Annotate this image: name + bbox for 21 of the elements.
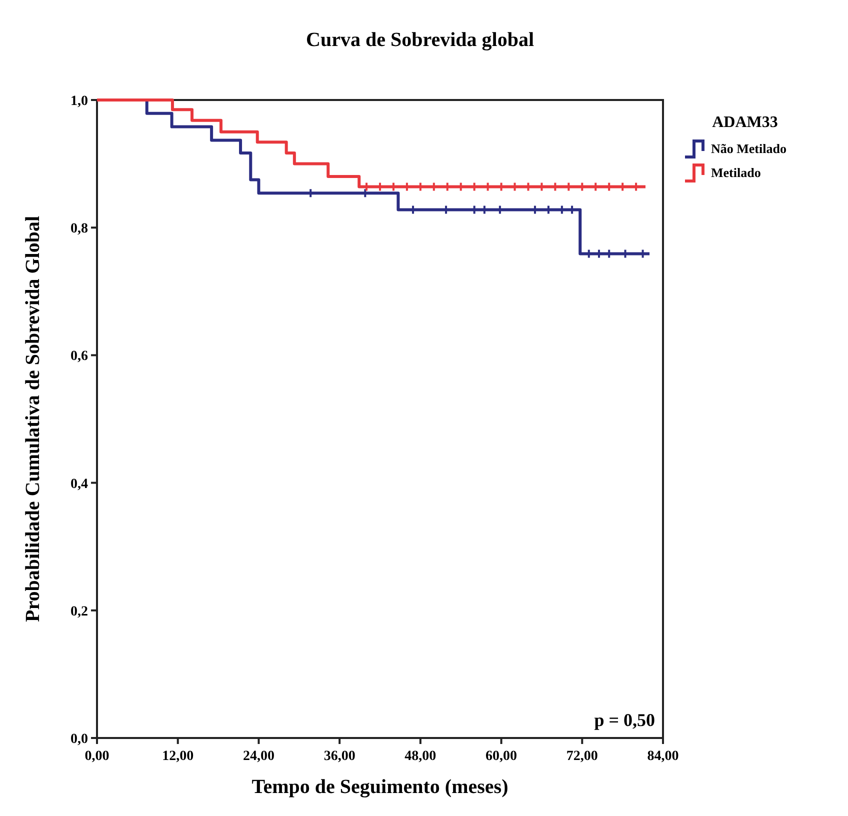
- y-tick-label: 0,2: [70, 604, 88, 620]
- legend-label: Não Metilado: [711, 141, 786, 156]
- x-tick-label: 48,00: [404, 749, 436, 764]
- y-axis-title: Probabilidade Cumulativa de Sobrevida Global: [22, 216, 44, 622]
- x-tick-label: 60,00: [486, 749, 518, 764]
- legend-title: ADAM33: [712, 114, 778, 131]
- y-tick-label: 0,0: [70, 732, 88, 747]
- x-axis-title: Tempo de Seguimento (meses): [252, 776, 508, 798]
- y-tick-label: 0,6: [70, 349, 88, 364]
- legend-label: Metilado: [711, 165, 761, 180]
- x-tick-label: 36,00: [324, 749, 356, 764]
- x-tick-label: 12,00: [162, 749, 194, 764]
- x-tick-label: 72,00: [566, 749, 598, 764]
- annotation: p = 0,50: [594, 710, 655, 730]
- y-tick-label: 1,0: [70, 94, 88, 109]
- y-tick-label: 0,8: [70, 222, 88, 237]
- x-tick-label: 0,00: [84, 749, 110, 764]
- x-tick-label: 84,00: [647, 749, 679, 764]
- chart-title: Curva de Sobrevida global: [306, 29, 534, 51]
- y-tick-label: 0,4: [70, 476, 88, 492]
- x-tick-label: 24,00: [242, 749, 274, 764]
